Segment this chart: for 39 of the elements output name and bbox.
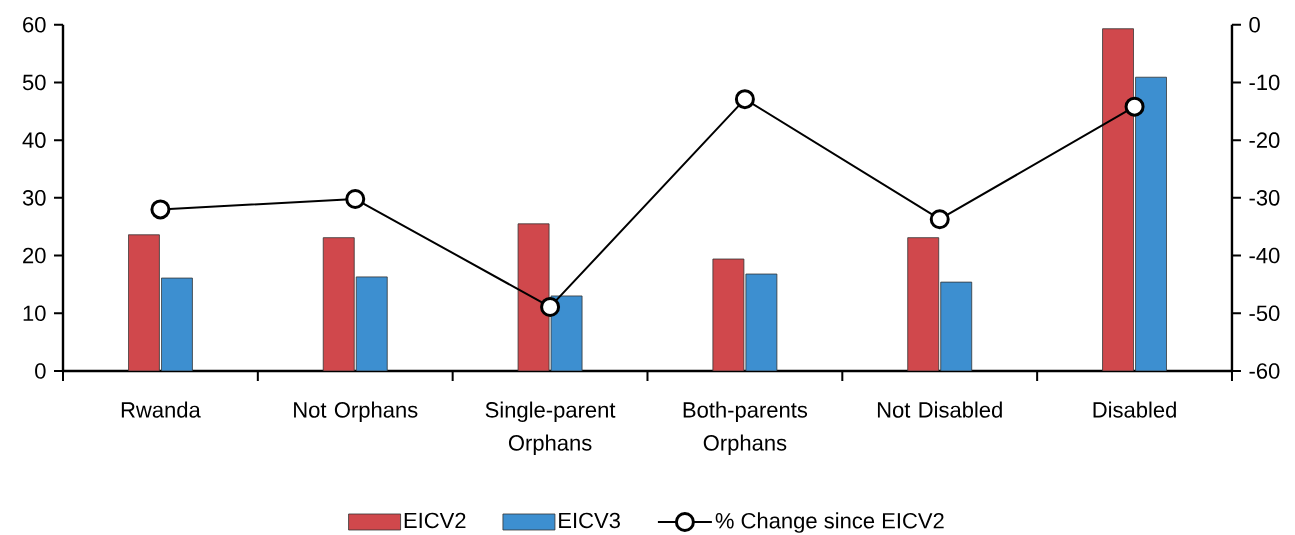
point	[1124, 96, 1145, 117]
x-tick-label: Rwanda	[121, 401, 201, 418]
x-tick-label: Disabled	[1093, 401, 1176, 418]
y2-tick-label: -40	[1249, 247, 1280, 264]
y2-tick-label: -30	[1249, 190, 1280, 206]
bar	[1135, 76, 1167, 371]
point	[929, 209, 950, 230]
x-tick-label: Single-parent Orphans	[485, 401, 616, 456]
y-tick-label: 0	[35, 363, 46, 379]
bar	[907, 237, 940, 371]
y-tick-label: 60	[23, 16, 46, 33]
bar	[1102, 28, 1134, 371]
x-tick-label: Not Orphans	[294, 401, 418, 423]
bar	[712, 258, 745, 371]
y2-tick-label: -20	[1249, 132, 1280, 148]
point	[345, 189, 366, 209]
legend-label: EICV2	[404, 512, 466, 529]
bar	[161, 277, 193, 371]
point	[540, 296, 561, 317]
y-tick-label: 40	[22, 132, 46, 148]
y2-tick-label: -50	[1249, 305, 1280, 322]
y-tick-label: 10	[23, 305, 46, 322]
bar	[745, 273, 778, 371]
y-tick-label: 20	[23, 247, 46, 264]
bar	[128, 234, 160, 371]
point	[150, 199, 171, 220]
x-tick-label: Both-parents Orphans	[683, 401, 808, 456]
y2-tick-label: 0	[1249, 16, 1260, 33]
y2-tick-label: -60	[1249, 363, 1280, 379]
y2-tick-label: -10	[1249, 74, 1280, 91]
point	[734, 89, 755, 110]
bar	[322, 237, 355, 371]
legend-label: % Change since EICV2	[715, 512, 944, 533]
legend-label: EICV3	[559, 512, 620, 529]
bar	[940, 281, 973, 371]
y-tick-label: 30	[22, 190, 46, 206]
x-tick-label: Not Disabled	[877, 401, 1002, 418]
bar	[355, 276, 388, 371]
y-tick-label: 50	[22, 74, 46, 91]
